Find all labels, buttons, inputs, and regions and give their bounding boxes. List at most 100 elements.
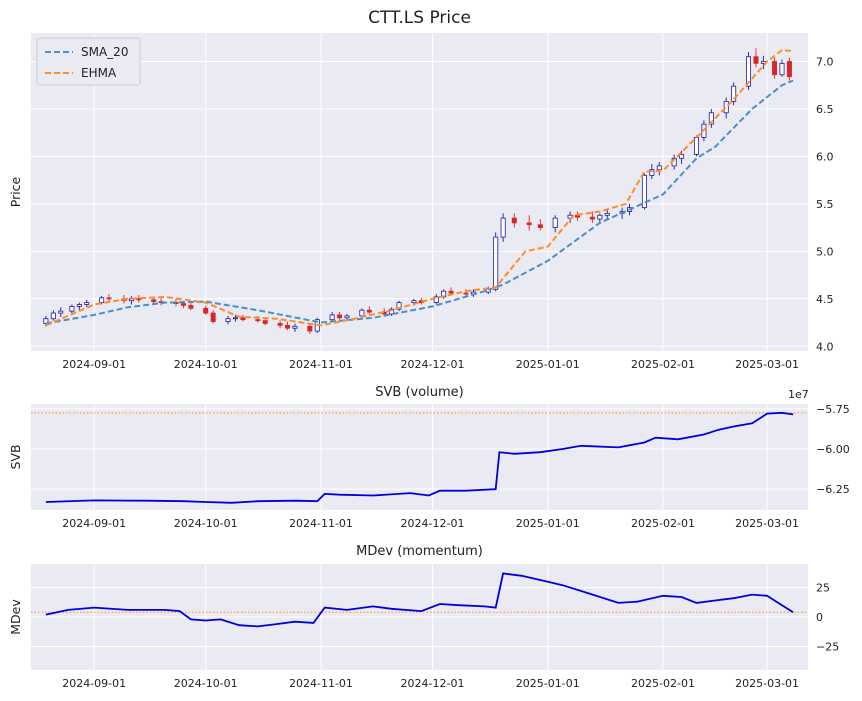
panel-3: 2024-09-01 2024-10-01 2024-11-01 2024-12-01… bbox=[8, 544, 839, 690]
candle-body bbox=[537, 224, 543, 228]
x-tick-label: 2025-03-01 bbox=[735, 677, 799, 690]
candle-body bbox=[746, 56, 752, 87]
x-tick-label: 2024-09-01 bbox=[62, 517, 126, 530]
x-tick-label: 2024-10-01 bbox=[174, 358, 238, 371]
candle-body bbox=[232, 317, 238, 320]
candle-body bbox=[329, 314, 335, 321]
candle-body bbox=[180, 303, 186, 306]
candle-body bbox=[225, 318, 231, 322]
x-tick-label: 2024-11-01 bbox=[289, 517, 353, 530]
x-tick-label: 2025-01-01 bbox=[516, 677, 580, 690]
y-tick-label: 5.5 bbox=[816, 198, 834, 211]
candle-body bbox=[693, 137, 699, 155]
candle-body bbox=[285, 324, 291, 329]
candle-body bbox=[649, 169, 655, 176]
plot-area bbox=[31, 33, 808, 351]
candle-body bbox=[411, 300, 417, 303]
candle-body bbox=[731, 85, 737, 102]
x-tick-label: 2024-11-01 bbox=[289, 677, 353, 690]
candle-body bbox=[786, 61, 792, 78]
candle-body bbox=[84, 302, 90, 305]
y-axis-label: MDev bbox=[8, 599, 23, 635]
candle-body bbox=[493, 236, 499, 290]
y-tick-label: 0 bbox=[816, 611, 823, 624]
candle-body bbox=[708, 112, 714, 125]
candle-body bbox=[589, 216, 595, 220]
y-tick-label: −5.75 bbox=[816, 403, 850, 416]
legend-box bbox=[36, 37, 141, 86]
y-tick-label: 6.5 bbox=[816, 103, 834, 116]
x-tick-label: 2024-10-01 bbox=[174, 517, 238, 530]
candle-body bbox=[604, 212, 610, 216]
candle-body bbox=[307, 325, 313, 332]
candle-body bbox=[106, 297, 112, 300]
x-tick-label: 2024-09-01 bbox=[62, 358, 126, 371]
candle-body bbox=[58, 310, 64, 314]
candle-body bbox=[43, 318, 49, 324]
panel-title: CTT.LS Price bbox=[368, 8, 471, 28]
x-tick-label: 2024-12-01 bbox=[401, 677, 465, 690]
candle-body bbox=[656, 165, 662, 171]
x-tick-label: 2025-03-01 bbox=[735, 517, 799, 530]
y-tick-label: 4.0 bbox=[816, 340, 834, 353]
series-line-ehma bbox=[45, 49, 794, 327]
candle-body bbox=[723, 100, 729, 114]
panel-title: MDev (momentum) bbox=[356, 544, 483, 559]
series-line-1 bbox=[45, 572, 794, 628]
y-tick-label: 4.5 bbox=[816, 293, 834, 306]
x-tick-label: 2024-10-01 bbox=[174, 677, 238, 690]
y-tick-label: 5.0 bbox=[816, 245, 834, 258]
candle-body bbox=[396, 302, 402, 310]
candle-body bbox=[240, 317, 246, 321]
candle-body bbox=[552, 217, 558, 228]
series-line-1 bbox=[45, 411, 794, 504]
candle-body bbox=[448, 290, 454, 294]
candle-body bbox=[597, 214, 603, 220]
legend: SMA_20 EHMA bbox=[36, 37, 141, 86]
candle-body bbox=[500, 217, 506, 238]
candle-body bbox=[76, 304, 82, 307]
x-tick-label: 2025-01-01 bbox=[516, 517, 580, 530]
y-axis-label: Price bbox=[8, 176, 23, 207]
panel-title: SVB (volume) bbox=[375, 385, 464, 400]
candle-body bbox=[337, 314, 343, 319]
y-tick-label: −25 bbox=[816, 640, 839, 653]
legend-label: SMA_20 bbox=[81, 45, 128, 59]
series-line-sma-20 bbox=[45, 79, 794, 325]
x-tick-label: 2024-09-01 bbox=[62, 677, 126, 690]
candle-body bbox=[779, 62, 785, 76]
x-tick-label: 2025-02-01 bbox=[631, 677, 695, 690]
candle-body bbox=[292, 325, 298, 329]
candle-body bbox=[526, 222, 532, 226]
candle-body bbox=[255, 319, 261, 322]
candle-body bbox=[753, 56, 759, 64]
candle-body bbox=[772, 61, 778, 76]
x-tick-label: 2025-01-01 bbox=[516, 358, 580, 371]
x-tick-label: 2025-03-01 bbox=[735, 358, 799, 371]
y-tick-label: −6.25 bbox=[816, 483, 850, 496]
x-tick-label: 2024-12-01 bbox=[401, 517, 465, 530]
panel-2: 2024-09-01 2024-10-01 2024-11-01 2024-12-01… bbox=[8, 385, 850, 530]
candle-body bbox=[366, 309, 372, 313]
x-tick-label: 2024-12-01 bbox=[401, 358, 465, 371]
candle-body bbox=[641, 174, 647, 209]
y-scale-label: 1e7 bbox=[788, 388, 809, 401]
legend-label: EHMA bbox=[81, 66, 117, 80]
x-tick-label: 2025-02-01 bbox=[631, 358, 695, 371]
candle-body bbox=[210, 312, 216, 322]
candle-body bbox=[188, 305, 194, 309]
y-tick-label: 6.0 bbox=[816, 150, 834, 163]
plot-area bbox=[31, 404, 808, 510]
x-tick-label: 2024-11-01 bbox=[289, 358, 353, 371]
candle-body bbox=[433, 296, 439, 303]
x-tick-label: 2025-02-01 bbox=[631, 517, 695, 530]
y-tick-label: −6.00 bbox=[816, 443, 850, 456]
candle-body bbox=[277, 323, 283, 326]
candle-body bbox=[151, 299, 157, 303]
candle-body bbox=[69, 305, 75, 312]
candle-body bbox=[262, 320, 268, 324]
candle-body bbox=[359, 309, 365, 317]
candle-body bbox=[511, 217, 517, 224]
